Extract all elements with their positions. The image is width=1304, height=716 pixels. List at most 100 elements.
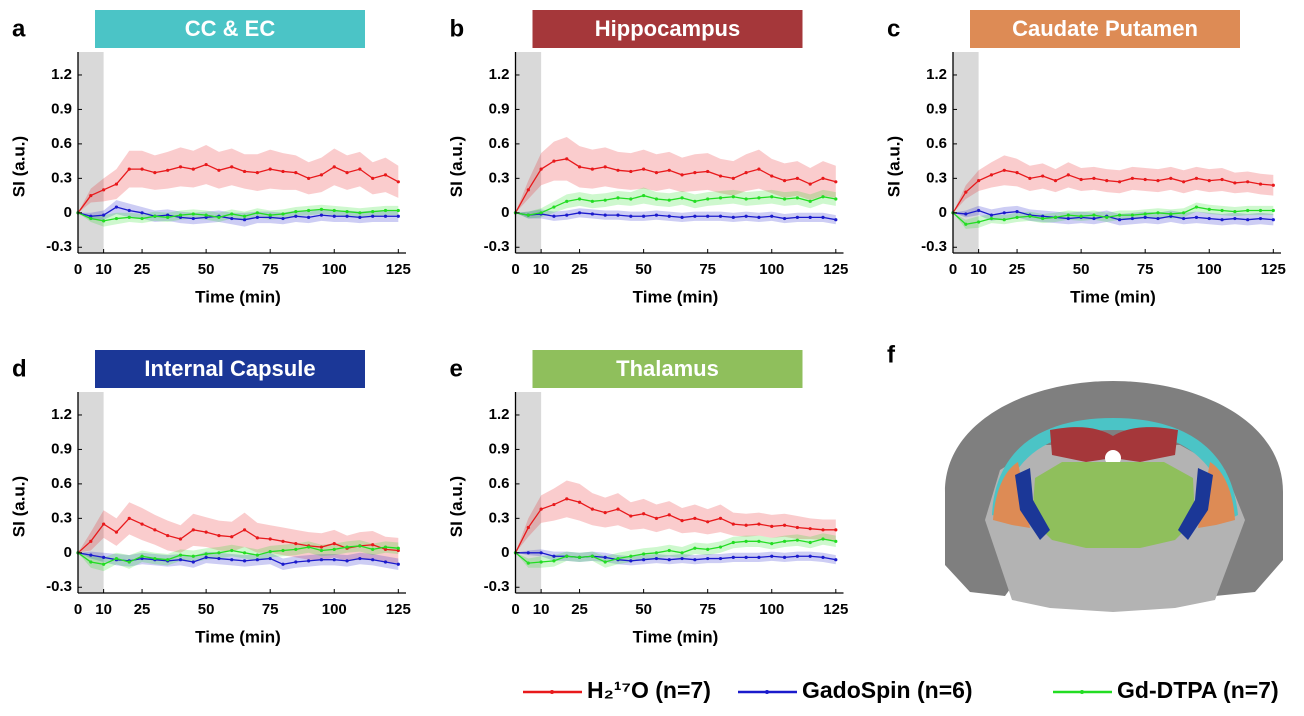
title-box — [95, 10, 365, 48]
data-point — [1117, 180, 1122, 184]
data-point — [590, 167, 594, 171]
data-point — [1053, 215, 1058, 219]
data-point — [1169, 212, 1173, 216]
x-tick-label: 75 — [699, 601, 716, 618]
data-point — [332, 214, 336, 218]
data-point — [153, 528, 157, 532]
data-point — [603, 510, 607, 515]
data-point — [230, 558, 234, 562]
data-point — [140, 211, 144, 215]
data-point — [1002, 168, 1006, 172]
data-point — [217, 168, 221, 172]
data-point — [603, 560, 607, 564]
error-band — [515, 549, 836, 566]
data-point — [114, 530, 119, 534]
series-line — [77, 206, 399, 221]
data-point — [539, 551, 543, 555]
data-point — [230, 212, 234, 216]
y-tick-label: 1.2 — [926, 66, 947, 83]
legend-marker — [765, 690, 769, 694]
data-point — [770, 542, 774, 546]
data-point — [1220, 177, 1224, 182]
data-point — [191, 212, 195, 216]
legend-label: GadoSpin (n=6) — [802, 677, 973, 703]
x-tick-label: 125 — [386, 261, 411, 278]
x-axis-label: Time (min) — [195, 287, 281, 306]
x-tick-label: 25 — [571, 601, 588, 618]
data-point — [383, 214, 388, 218]
data-point — [808, 527, 812, 531]
data-point — [371, 543, 375, 547]
data-point — [1233, 181, 1237, 185]
series-line — [515, 194, 836, 216]
data-point — [1015, 215, 1019, 219]
y-tick-label: -0.3 — [46, 238, 72, 255]
data-point — [1182, 211, 1186, 215]
data-point — [795, 525, 799, 530]
data-point — [808, 199, 812, 203]
data-point — [178, 215, 183, 219]
x-tick-label: 50 — [1073, 261, 1090, 278]
data-point — [191, 167, 195, 171]
data-point — [629, 514, 633, 518]
data-point — [230, 216, 234, 221]
data-point — [1271, 208, 1275, 213]
data-point — [1258, 182, 1263, 186]
data-point — [230, 548, 234, 553]
data-point — [358, 211, 362, 215]
data-point — [1092, 176, 1096, 180]
x-tick-label: 125 — [1261, 261, 1286, 278]
series-line — [952, 169, 1274, 214]
x-axis-label: Time (min) — [1070, 287, 1156, 306]
data-point — [526, 213, 530, 217]
data-point — [718, 516, 723, 520]
error-band — [515, 136, 836, 213]
data-point — [1220, 208, 1224, 213]
data-point — [255, 215, 259, 219]
chart-title: Thalamus — [616, 356, 719, 381]
y-tick-label: 0 — [501, 204, 509, 221]
data-point — [629, 169, 633, 174]
data-point — [191, 528, 195, 532]
data-point — [153, 556, 157, 561]
data-point — [795, 176, 799, 180]
data-point — [731, 176, 735, 180]
data-point — [1028, 176, 1032, 180]
data-point — [1233, 216, 1237, 221]
data-point — [319, 558, 324, 562]
data-point — [603, 165, 607, 169]
data-point — [706, 214, 710, 218]
data-point — [757, 555, 761, 559]
y-tick-label: -0.3 — [484, 238, 510, 255]
shaded-region — [515, 392, 542, 593]
data-point — [1041, 174, 1045, 178]
x-tick-label: 25 — [134, 601, 151, 618]
capsule-right — [1178, 468, 1213, 540]
data-point — [371, 558, 375, 562]
x-tick-label: 10 — [533, 261, 550, 278]
y-tick-label: 0.9 — [51, 440, 72, 457]
data-point — [731, 540, 735, 545]
data-point — [834, 218, 838, 222]
data-point — [345, 210, 349, 214]
data-point — [204, 530, 208, 534]
data-point — [255, 558, 259, 562]
y-tick-label: -0.3 — [46, 578, 72, 595]
data-point — [565, 554, 569, 558]
data-point — [770, 214, 774, 218]
data-point — [977, 208, 981, 213]
data-point — [782, 197, 787, 201]
x-tick-label: 100 — [322, 601, 347, 618]
y-tick-label: 0 — [501, 544, 509, 561]
data-point — [307, 545, 311, 549]
x-tick-label: 10 — [95, 601, 112, 618]
data-point — [680, 519, 684, 523]
data-point — [808, 554, 812, 558]
data-point — [1053, 179, 1058, 183]
data-point — [834, 528, 838, 532]
data-point — [1066, 173, 1070, 177]
data-point — [577, 197, 582, 201]
data-point — [127, 516, 131, 520]
data-point — [102, 555, 106, 559]
data-point — [294, 214, 298, 218]
